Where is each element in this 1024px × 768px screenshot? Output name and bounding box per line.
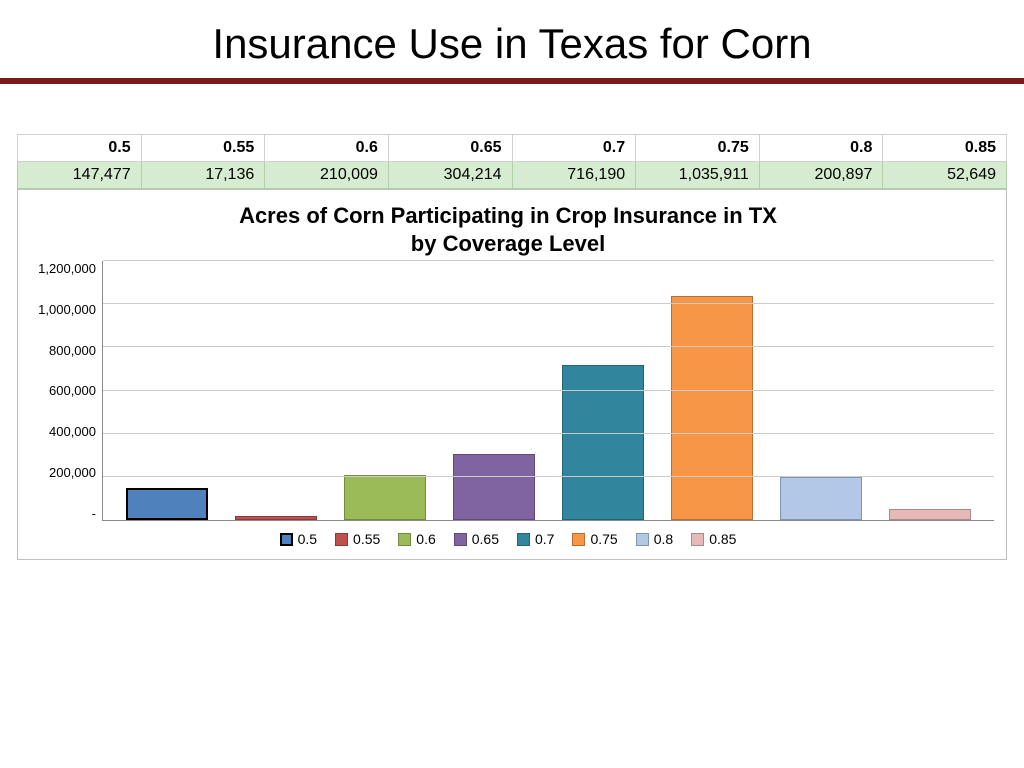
table-value-cell: 716,190 (512, 162, 636, 189)
bar (344, 475, 426, 520)
legend-label: 0.55 (353, 531, 380, 547)
table-value-cell: 17,136 (141, 162, 265, 189)
chart-container: Acres of Corn Participating in Crop Insu… (17, 189, 1007, 560)
legend-swatch (691, 533, 704, 546)
table-header-cell: 0.55 (141, 135, 265, 162)
legend-label: 0.5 (298, 531, 317, 547)
table-value-cell: 304,214 (388, 162, 512, 189)
plot-area (102, 261, 994, 521)
legend-item: 0.75 (572, 531, 617, 547)
legend-swatch (517, 533, 530, 546)
bar (671, 296, 753, 520)
table-value-row: 147,477 17,136 210,009 304,214 716,190 1… (18, 162, 1007, 189)
legend-item: 0.7 (517, 531, 554, 547)
legend-label: 0.75 (590, 531, 617, 547)
bars-group (103, 261, 994, 520)
legend-swatch (636, 533, 649, 546)
y-tick-label: 400,000 (49, 424, 96, 439)
gridline (103, 346, 994, 347)
legend-swatch (398, 533, 411, 546)
y-tick-label: - (92, 506, 96, 521)
bar (126, 488, 208, 520)
data-table: 0.5 0.55 0.6 0.65 0.7 0.75 0.8 0.85 147,… (17, 134, 1007, 189)
table-value-cell: 147,477 (18, 162, 142, 189)
legend-swatch (454, 533, 467, 546)
legend-swatch (280, 533, 293, 546)
bar (889, 509, 971, 520)
legend-item: 0.5 (280, 531, 317, 547)
chart-title-line1: Acres of Corn Participating in Crop Insu… (239, 203, 777, 228)
bar (453, 454, 535, 520)
y-tick-label: 200,000 (49, 465, 96, 480)
gridline (103, 433, 994, 434)
page-title: Insurance Use in Texas for Corn (0, 0, 1024, 78)
gridline (103, 303, 994, 304)
chart-title: Acres of Corn Participating in Crop Insu… (22, 198, 994, 261)
legend-swatch (572, 533, 585, 546)
table-header-row: 0.5 0.55 0.6 0.65 0.7 0.75 0.8 0.85 (18, 135, 1007, 162)
legend-label: 0.7 (535, 531, 554, 547)
legend-label: 0.85 (709, 531, 736, 547)
table-header-cell: 0.75 (636, 135, 760, 162)
table-value-cell: 210,009 (265, 162, 389, 189)
table-header-cell: 0.65 (388, 135, 512, 162)
chart-legend: 0.5 0.55 0.6 0.65 0.7 0.75 0.8 0.85 (22, 521, 994, 551)
chart-title-line2: by Coverage Level (411, 231, 605, 256)
y-tick-label: 1,200,000 (38, 261, 96, 276)
table-header-cell: 0.7 (512, 135, 636, 162)
legend-label: 0.65 (472, 531, 499, 547)
legend-item: 0.55 (335, 531, 380, 547)
y-tick-label: 1,000,000 (38, 302, 96, 317)
table-value-cell: 52,649 (883, 162, 1007, 189)
legend-label: 0.6 (416, 531, 435, 547)
table-header-cell: 0.85 (883, 135, 1007, 162)
table-header-cell: 0.6 (265, 135, 389, 162)
y-axis: 1,200,000 1,000,000 800,000 600,000 400,000 2… (22, 261, 102, 521)
y-tick-label: 600,000 (49, 383, 96, 398)
table-header-cell: 0.5 (18, 135, 142, 162)
table-value-cell: 200,897 (759, 162, 883, 189)
gridline (103, 260, 994, 261)
legend-item: 0.8 (636, 531, 673, 547)
plot-wrap: 1,200,000 1,000,000 800,000 600,000 400,000 2… (22, 261, 994, 521)
gridline (103, 390, 994, 391)
title-underline (0, 78, 1024, 84)
bar (780, 477, 862, 520)
y-tick-label: 800,000 (49, 343, 96, 358)
legend-label: 0.8 (654, 531, 673, 547)
legend-item: 0.65 (454, 531, 499, 547)
legend-swatch (335, 533, 348, 546)
legend-item: 0.6 (398, 531, 435, 547)
gridline (103, 476, 994, 477)
table-header-cell: 0.8 (759, 135, 883, 162)
legend-item: 0.85 (691, 531, 736, 547)
bar (235, 516, 317, 520)
table-value-cell: 1,035,911 (636, 162, 760, 189)
